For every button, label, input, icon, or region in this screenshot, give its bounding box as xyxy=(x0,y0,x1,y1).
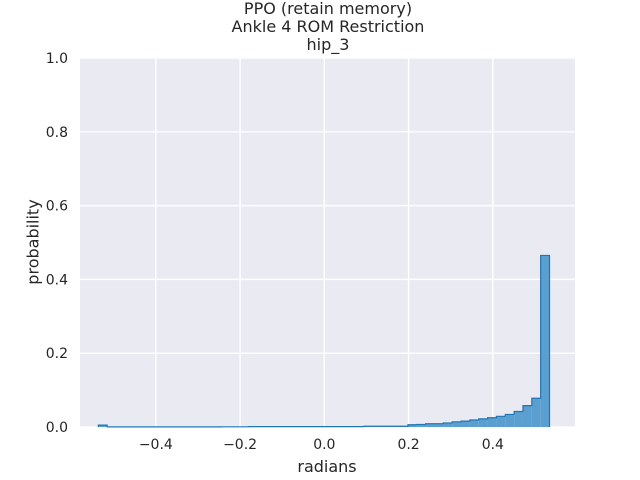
x-tick-label: 0.2 xyxy=(397,437,419,453)
histogram-bar xyxy=(505,414,515,427)
histogram-step-outline xyxy=(97,254,551,428)
y-tick-label: 0.8 xyxy=(46,125,68,141)
histogram-bar xyxy=(496,416,506,427)
y-tick-label: 0.6 xyxy=(46,199,68,215)
histogram-bar xyxy=(461,421,470,427)
histogram-bar xyxy=(514,411,523,427)
histogram-bar xyxy=(443,422,453,427)
histogram-bar xyxy=(522,405,532,427)
plot-area xyxy=(80,58,575,427)
y-tick-label: 0.0 xyxy=(46,420,68,436)
histogram-bar xyxy=(416,424,426,427)
x-tick-label: 0.0 xyxy=(313,437,335,453)
y-tick-label: 1.0 xyxy=(46,51,68,67)
histogram-bar xyxy=(540,255,550,427)
histogram-bar xyxy=(487,417,497,427)
histogram-bars xyxy=(98,255,550,427)
histogram-bar xyxy=(407,424,417,427)
chart-title-line-3: hip_3 xyxy=(306,35,350,54)
histogram-bar xyxy=(98,425,108,427)
histogram-bar xyxy=(469,419,479,427)
x-tick-label: 0.4 xyxy=(482,437,504,453)
histogram-bar xyxy=(452,421,462,427)
y-axis-label: probability xyxy=(23,199,43,285)
tick-labels: −0.4 −0.2 0.0 0.2 0.4 0.0 0.2 0.4 0.6 0.8 1.0 xyxy=(46,51,504,453)
y-tick-label: 0.2 xyxy=(46,346,68,362)
histogram-bar xyxy=(478,418,488,427)
histogram-bar xyxy=(531,398,541,427)
histogram-bar xyxy=(425,423,435,427)
chart-title-line-2: Ankle 4 ROM Restriction xyxy=(231,17,425,36)
chart-title-line-1: PPO (retain memory) xyxy=(243,0,413,18)
histogram-bar xyxy=(434,423,444,427)
x-tick-label: −0.4 xyxy=(139,437,173,453)
x-axis-label: radians xyxy=(297,457,357,476)
y-tick-label: 0.4 xyxy=(46,272,68,288)
x-tick-label: −0.2 xyxy=(223,437,257,453)
